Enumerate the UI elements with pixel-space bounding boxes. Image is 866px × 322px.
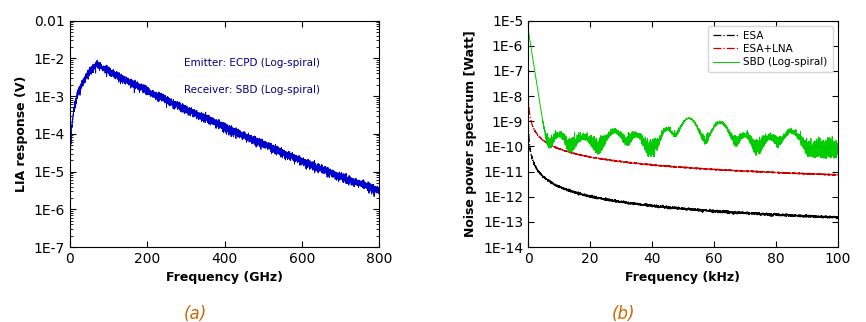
Y-axis label: Noise power spectrum [Watt]: Noise power spectrum [Watt] xyxy=(464,30,477,237)
Text: Emitter: ECPD (Log-spiral): Emitter: ECPD (Log-spiral) xyxy=(184,58,320,68)
Line: SBD (Log-spiral): SBD (Log-spiral) xyxy=(528,30,837,159)
X-axis label: Frequency (kHz): Frequency (kHz) xyxy=(625,271,740,284)
ESA+LNA xyxy=(830,173,840,177)
SBD (Log-spiral) xyxy=(821,157,831,161)
Text: (b): (b) xyxy=(611,305,636,322)
ESA+LNA xyxy=(656,164,666,168)
Text: (a): (a) xyxy=(184,305,206,322)
SBD (Log-spiral) xyxy=(656,134,666,138)
ESA xyxy=(577,193,587,196)
Line: ESA+LNA: ESA+LNA xyxy=(528,94,837,175)
SBD (Log-spiral) xyxy=(827,144,837,148)
Line: ESA: ESA xyxy=(528,121,837,219)
ESA xyxy=(826,215,837,219)
ESA+LNA xyxy=(832,173,843,177)
ESA+LNA xyxy=(642,163,652,167)
X-axis label: Frequency (GHz): Frequency (GHz) xyxy=(166,271,283,284)
ESA xyxy=(656,205,666,209)
ESA xyxy=(523,119,533,123)
ESA xyxy=(832,217,843,221)
ESA+LNA xyxy=(577,153,587,157)
SBD (Log-spiral) xyxy=(642,141,652,145)
ESA xyxy=(559,187,569,191)
ESA+LNA xyxy=(523,92,533,96)
Legend: ESA, ESA+LNA, SBD (Log-spiral): ESA, ESA+LNA, SBD (Log-spiral) xyxy=(708,26,832,72)
ESA xyxy=(793,214,804,218)
ESA+LNA xyxy=(559,148,569,152)
ESA xyxy=(832,215,843,219)
SBD (Log-spiral) xyxy=(832,142,843,146)
ESA+LNA xyxy=(793,172,804,176)
ESA xyxy=(642,203,652,207)
Text: Receiver: SBD (Log-spiral): Receiver: SBD (Log-spiral) xyxy=(184,85,320,95)
SBD (Log-spiral) xyxy=(577,137,587,140)
SBD (Log-spiral) xyxy=(523,28,533,32)
SBD (Log-spiral) xyxy=(559,137,569,140)
ESA+LNA xyxy=(826,173,837,176)
SBD (Log-spiral) xyxy=(793,137,804,140)
Y-axis label: LIA response (V): LIA response (V) xyxy=(15,76,28,192)
